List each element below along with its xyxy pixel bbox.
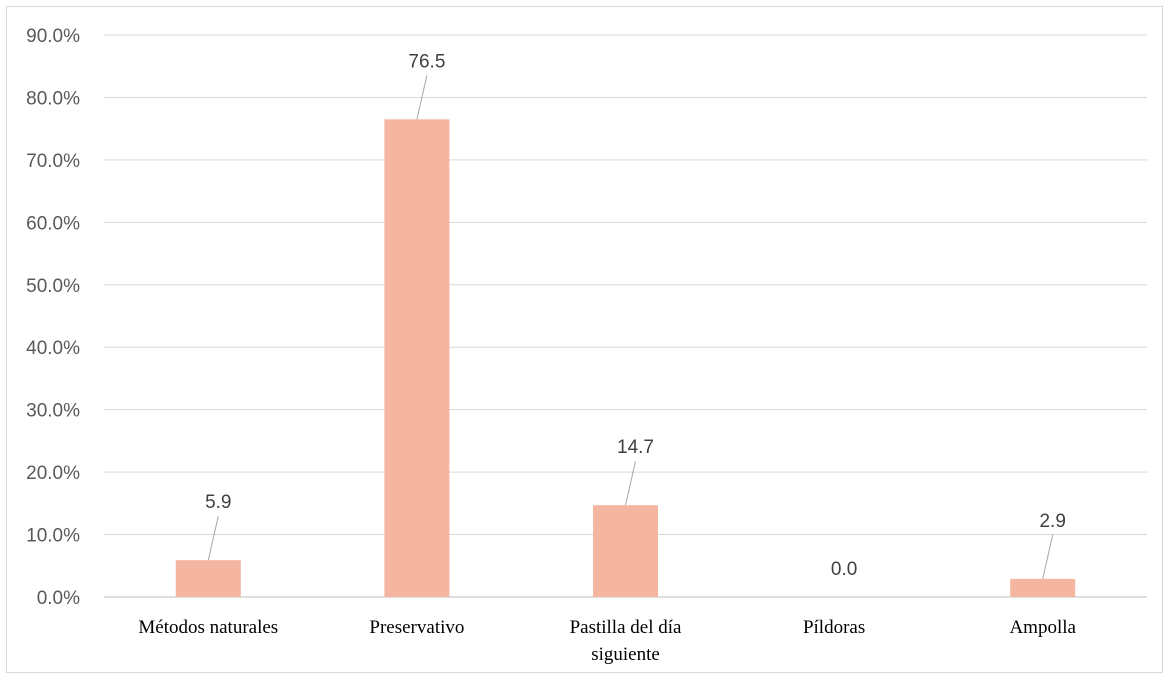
y-tick-label: 10.0% bbox=[26, 526, 80, 547]
y-tick-label: 80.0% bbox=[26, 88, 80, 109]
x-tick-label: Pastilla del día bbox=[570, 617, 682, 638]
data-label: 0.0 bbox=[831, 559, 857, 580]
leader-line bbox=[625, 461, 636, 506]
leader-line bbox=[1042, 534, 1054, 580]
y-tick-label: 50.0% bbox=[26, 276, 80, 297]
x-tick-label: Ampolla bbox=[1009, 617, 1076, 638]
y-tick-label: 0.0% bbox=[37, 588, 80, 609]
y-tick-label: 20.0% bbox=[26, 463, 80, 484]
data-label: 14.7 bbox=[617, 437, 654, 458]
x-tick-label: siguiente bbox=[591, 644, 660, 665]
y-tick-label: 60.0% bbox=[26, 213, 80, 234]
y-tick-label: 90.0% bbox=[26, 26, 80, 47]
data-label: 2.9 bbox=[1039, 511, 1065, 532]
bar bbox=[175, 560, 241, 597]
bar bbox=[1010, 578, 1076, 597]
leader-line bbox=[416, 75, 428, 120]
bar bbox=[593, 505, 658, 597]
x-tick-label: Métodos naturales bbox=[138, 617, 278, 638]
y-tick-label: 30.0% bbox=[26, 401, 80, 422]
data-label: 76.5 bbox=[408, 51, 445, 72]
bar bbox=[384, 119, 450, 598]
y-tick-label: 70.0% bbox=[26, 151, 80, 172]
y-tick-label: 40.0% bbox=[26, 338, 80, 359]
x-tick-label: Píldoras bbox=[803, 617, 865, 638]
x-tick-label: Preservativo bbox=[369, 617, 464, 638]
leader-line bbox=[207, 516, 219, 561]
data-label: 5.9 bbox=[205, 492, 231, 513]
